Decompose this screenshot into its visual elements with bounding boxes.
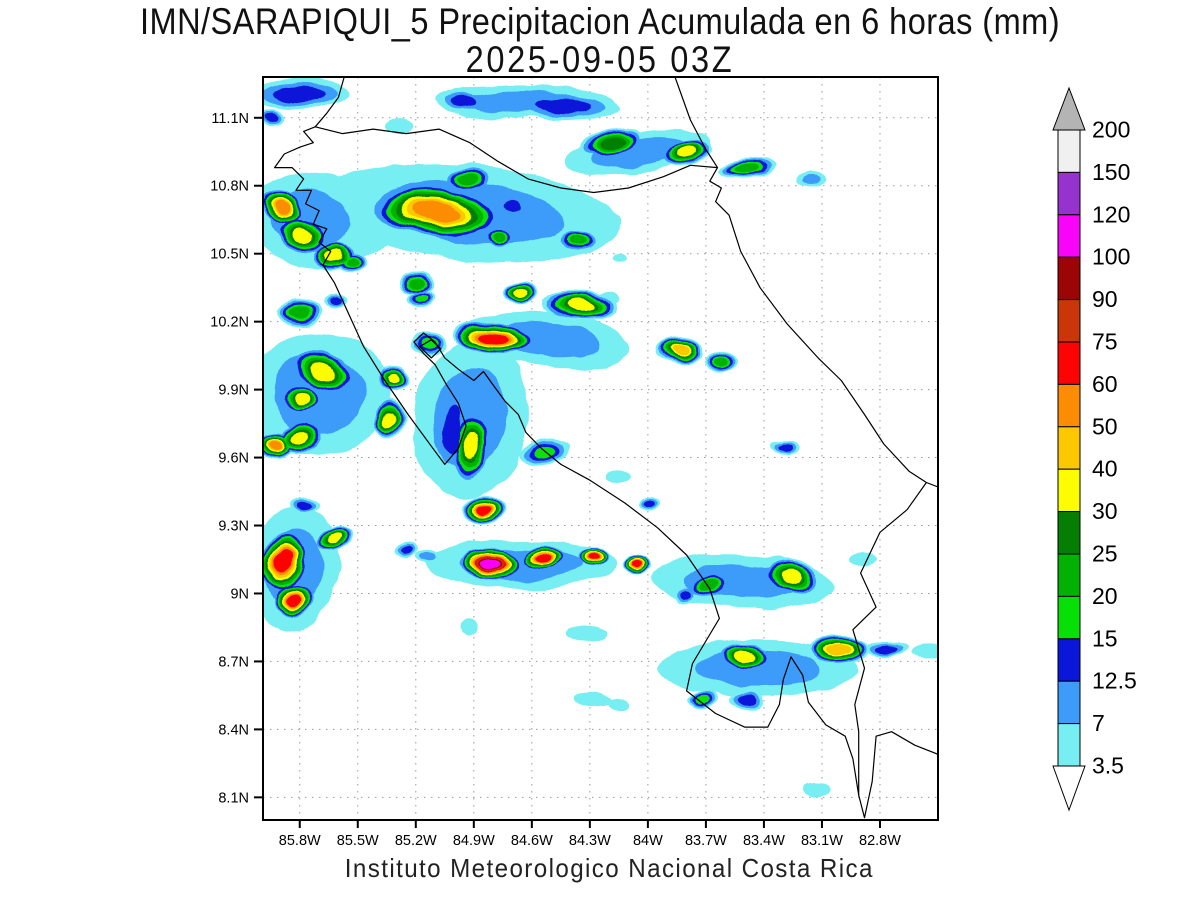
- lon-tick-label: 85.8W: [279, 833, 321, 849]
- colorbar-tick-label: 100: [1092, 244, 1130, 270]
- colorbar-under-arrow: [1052, 765, 1086, 812]
- lon-tick-label: 83.1W: [801, 833, 843, 849]
- colorbar-swatch: [1057, 383, 1081, 428]
- lon-tick-label: 83.7W: [685, 833, 727, 849]
- colorbar-tick-label: 12.5: [1092, 668, 1137, 694]
- colorbar-tick-label: 75: [1092, 329, 1118, 355]
- colorbar-swatch: [1057, 553, 1081, 597]
- colorbar-tick-label: 50: [1092, 413, 1118, 439]
- colorbar-tick-label: 3.5: [1092, 753, 1124, 779]
- colorbar-over-arrow: [1052, 86, 1086, 131]
- colorbar-tick-label: 30: [1092, 498, 1118, 524]
- map-frame: [262, 76, 939, 821]
- colorbar-swatch: [1057, 214, 1081, 258]
- lon-tick-label: 85.2W: [395, 833, 437, 849]
- plot-title: IMN/SARAPIQUI_5 Precipitacion Acumulada …: [140, 1, 1060, 42]
- colorbar-tick-label: 15: [1092, 625, 1118, 651]
- colorbar-tick-label: 90: [1092, 286, 1118, 312]
- colorbar-swatch: [1057, 129, 1081, 173]
- colorbar-swatch: [1057, 511, 1081, 555]
- lat-tick-label: 9.6N: [218, 451, 249, 467]
- colorbar-swatch: [1057, 468, 1081, 513]
- colorbar-swatch: [1057, 723, 1081, 767]
- colorbar-swatch: [1057, 341, 1081, 385]
- colorbar-tick-label: 60: [1092, 371, 1118, 397]
- lat-tick-label: 11.1N: [211, 111, 249, 127]
- lat-tick-label: 10.5N: [210, 247, 249, 263]
- colorbar-tick-label: 150: [1092, 159, 1130, 185]
- colorbar-swatch: [1057, 299, 1081, 343]
- colorbar-swatch: [1057, 595, 1081, 640]
- lat-tick-label: 9N: [230, 586, 249, 602]
- lat-tick-label: 8.4N: [218, 722, 249, 738]
- colorbar-swatch: [1057, 256, 1081, 301]
- colorbar-swatch: [1057, 638, 1081, 682]
- colorbar-swatch: [1057, 680, 1081, 725]
- lat-tick-label: 8.1N: [218, 790, 249, 806]
- lat-tick-label: 8.7N: [218, 654, 249, 670]
- axis-ticks: [254, 116, 881, 828]
- lon-tick-label: 83.4W: [743, 833, 785, 849]
- precipitation-shading: [263, 77, 938, 797]
- colorbar-tick-label: 20: [1092, 583, 1118, 609]
- lon-tick-label: 84.6W: [511, 833, 553, 849]
- lon-tick-label: 84W: [633, 833, 663, 849]
- lon-tick-label: 85.5W: [337, 833, 379, 849]
- map-area: [263, 77, 938, 820]
- lat-tick-label: 9.9N: [218, 383, 249, 399]
- plot-subtitle: 2025-09-05 03Z: [465, 39, 735, 80]
- colorbar-swatch: [1057, 171, 1081, 216]
- axis-labels: 85.8W 85.5W 85.2W 84.9W 84.6W 84.3W 84W 83.7W 83…: [210, 111, 901, 849]
- lon-tick-label: 82.8W: [859, 833, 901, 849]
- lat-tick-label: 10.2N: [210, 315, 249, 331]
- colorbar-tick-label: 200: [1092, 117, 1130, 143]
- colorbar-tick-label: 120: [1092, 201, 1130, 227]
- colorbar-tick-label: 25: [1092, 541, 1118, 567]
- colorbar-swatch: [1057, 426, 1081, 470]
- lat-tick-label: 9.3N: [218, 519, 249, 535]
- colorbar-tick-label: 7: [1092, 710, 1105, 736]
- lat-tick-label: 10.8N: [210, 179, 249, 195]
- lon-tick-label: 84.9W: [453, 833, 495, 849]
- colorbar: 200 150 120 100 90 75 60 50 40 30 25 20 15 12.5 7 3.5: [1052, 86, 1137, 812]
- colorbar-tick-label: 40: [1092, 456, 1118, 482]
- coastline-borders: [274, 77, 938, 819]
- footer-credit: Instituto Meteorologico Nacional Costa R…: [344, 853, 874, 883]
- lon-tick-label: 84.3W: [569, 833, 611, 849]
